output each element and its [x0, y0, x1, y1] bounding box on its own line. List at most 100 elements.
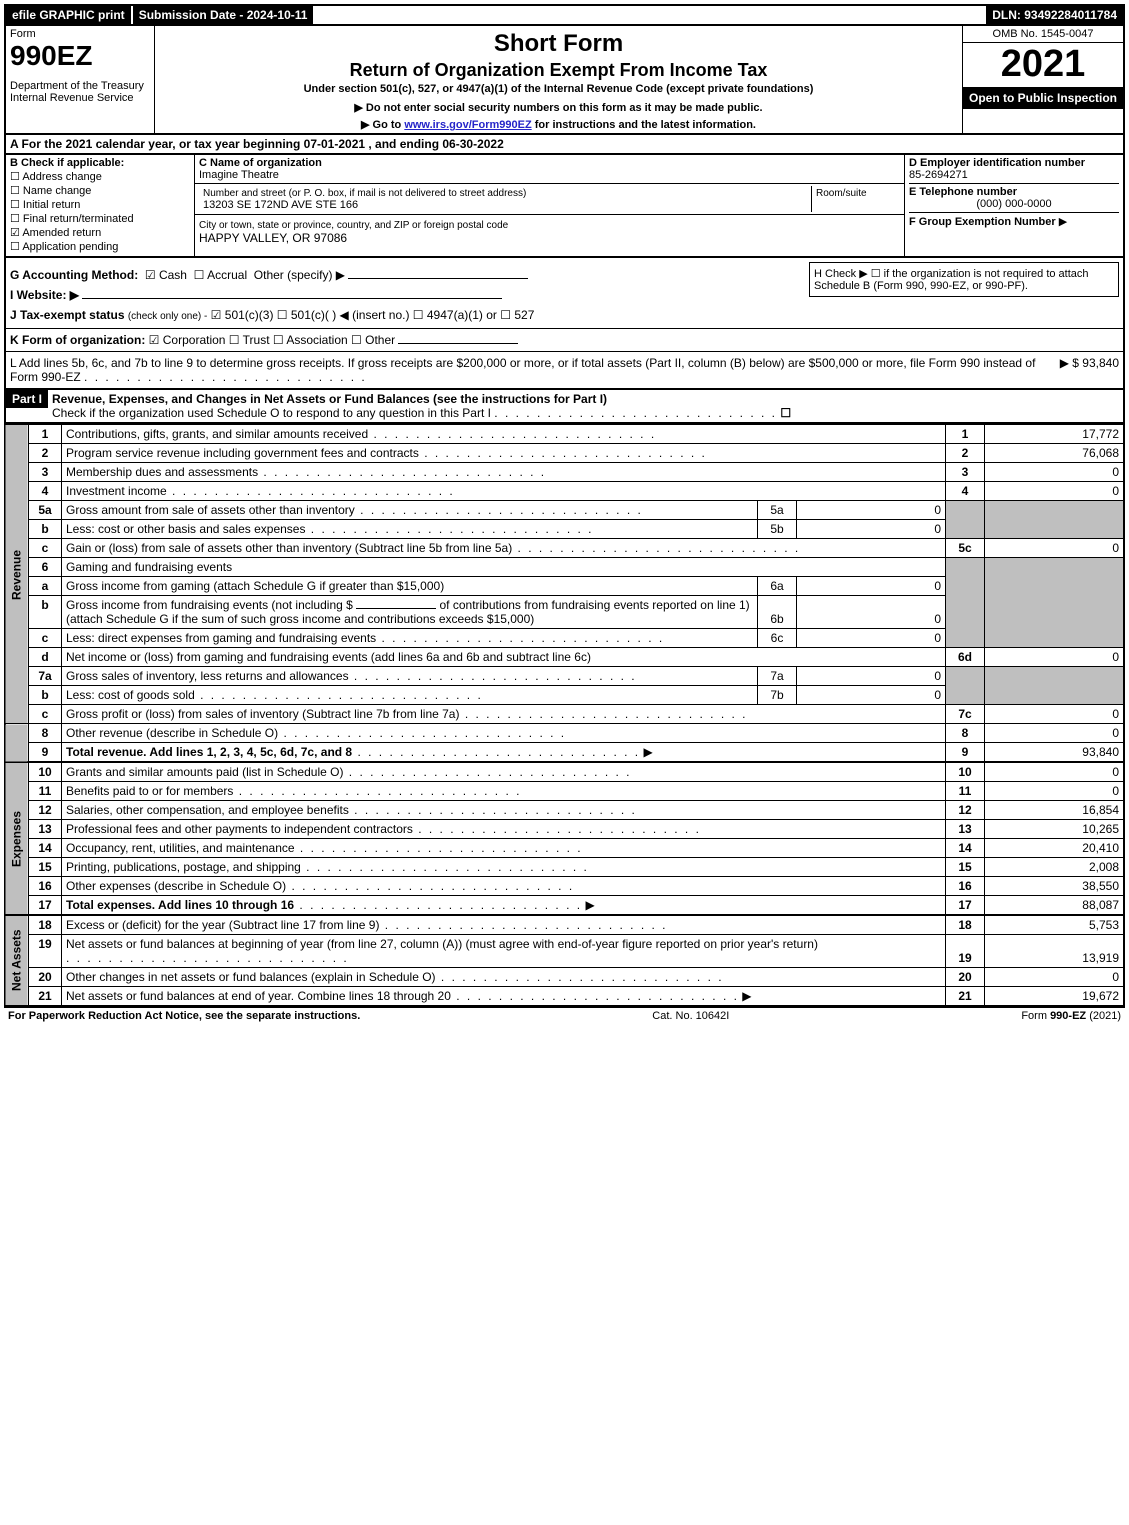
address-value: 13203 SE 172ND AVE STE 166 — [203, 199, 358, 211]
line-ref: 6d — [946, 648, 985, 667]
shaded-cell — [985, 501, 1125, 539]
line-desc: Grants and similar amounts paid (list in… — [66, 765, 343, 779]
efile-print-button[interactable]: efile GRAPHIC print — [6, 6, 131, 24]
checkbox-address-change[interactable]: Address change — [10, 170, 190, 183]
shaded-cell — [985, 558, 1125, 648]
section-def: D Employer identification number 85-2694… — [904, 155, 1123, 256]
city-value: HAPPY VALLEY, OR 97086 — [199, 231, 347, 245]
line-desc: Gain or (loss) from sale of assets other… — [66, 541, 512, 555]
footer-left: For Paperwork Reduction Act Notice, see … — [8, 1010, 360, 1022]
section-c: C Name of organization Imagine Theatre N… — [195, 155, 904, 256]
section-a-tax-year: A For the 2021 calendar year, or tax yea… — [4, 135, 1125, 155]
gross-receipts-value: $ 93,840 — [1072, 356, 1119, 370]
line-num: 8 — [29, 724, 62, 743]
line-ref: 15 — [946, 858, 985, 877]
line-ref: 14 — [946, 839, 985, 858]
line-ref: 9 — [946, 743, 985, 763]
line-num: 21 — [29, 987, 62, 1007]
line-value: 2,008 — [985, 858, 1125, 877]
omb-number: OMB No. 1545-0047 — [963, 26, 1123, 43]
line-desc: Contributions, gifts, grants, and simila… — [66, 427, 368, 441]
checkbox-initial-return[interactable]: Initial return — [10, 198, 190, 211]
line-desc: Net income or (loss) from gaming and fun… — [66, 650, 591, 664]
line-value: 38,550 — [985, 877, 1125, 896]
line-desc: Less: cost or other basis and sales expe… — [66, 522, 305, 536]
short-form-title: Short Form — [157, 30, 960, 58]
line-num: 19 — [29, 935, 62, 968]
line-num: 4 — [29, 482, 62, 501]
other-option[interactable]: Other (specify) — [254, 268, 333, 282]
line-ref: 19 — [946, 935, 985, 968]
netassets-side-label: Net Assets — [5, 915, 29, 1006]
irs-link[interactable]: www.irs.gov/Form990EZ — [404, 119, 531, 131]
inner-value: 0 — [797, 520, 946, 539]
line-num: 10 — [29, 762, 62, 782]
line-num: c — [29, 705, 62, 724]
line-desc: Investment income — [66, 484, 167, 498]
inner-value: 0 — [797, 501, 946, 520]
line-num: d — [29, 648, 62, 667]
line-desc: Other changes in net assets or fund bala… — [66, 970, 436, 984]
part-1-label: Part I — [6, 390, 48, 408]
line-num: 14 — [29, 839, 62, 858]
ein-value: 85-2694271 — [909, 169, 968, 181]
main-table: Revenue 1 Contributions, gifts, grants, … — [4, 424, 1125, 1007]
org-name: Imagine Theatre — [199, 169, 279, 181]
line-desc: Less: cost of goods sold — [66, 688, 195, 702]
line-desc: Program service revenue including govern… — [66, 446, 419, 460]
shaded-cell — [946, 667, 985, 705]
line-num: 15 — [29, 858, 62, 877]
line-desc: Gross amount from sale of assets other t… — [66, 503, 355, 517]
accrual-option[interactable]: Accrual — [207, 268, 247, 282]
inner-value: 0 — [797, 577, 946, 596]
org-name-label: C Name of organization — [199, 157, 322, 169]
line-desc: Other revenue (describe in Schedule O) — [66, 726, 278, 740]
line-desc: Gross profit or (loss) from sales of inv… — [66, 707, 459, 721]
revenue-side-label-cont — [5, 724, 29, 763]
tax-exempt-options[interactable]: ☑ 501(c)(3) ☐ 501(c)( ) ◀ (insert no.) ☐… — [211, 308, 535, 322]
checkbox-application-pending[interactable]: Application pending — [10, 240, 190, 253]
sections-ghijkl: H Check ▶ ☐ if the organization is not r… — [4, 258, 1125, 390]
line-ref: 13 — [946, 820, 985, 839]
line-num: 5a — [29, 501, 62, 520]
line-ref: 7c — [946, 705, 985, 724]
shaded-cell — [946, 501, 985, 539]
inner-ref: 5a — [758, 501, 797, 520]
ein-label: D Employer identification number — [909, 157, 1085, 169]
line-value: 0 — [985, 539, 1125, 558]
checkbox-amended-return[interactable]: Amended return — [10, 226, 190, 239]
line-desc: Professional fees and other payments to … — [66, 822, 413, 836]
header-left-block: Form 990EZ Department of the Treasury In… — [6, 26, 155, 133]
return-title: Return of Organization Exempt From Incom… — [157, 60, 960, 81]
part-1-checkbox[interactable]: ☐ — [780, 406, 791, 420]
line-value: 16,854 — [985, 801, 1125, 820]
org-name-block: C Name of organization Imagine Theatre — [195, 155, 904, 184]
line-ref: 17 — [946, 896, 985, 916]
section-j: J Tax-exempt status (check only one) - ☑… — [10, 308, 1119, 322]
line-desc: Salaries, other compensation, and employ… — [66, 803, 349, 817]
line-ref: 10 — [946, 762, 985, 782]
line-num: b — [29, 596, 62, 629]
city-label: City or town, state or province, country… — [199, 220, 508, 231]
checkbox-final-return[interactable]: Final return/terminated — [10, 212, 190, 225]
line-ref: 12 — [946, 801, 985, 820]
line-desc: Total expenses. Add lines 10 through 16 — [66, 898, 294, 912]
line-num: 12 — [29, 801, 62, 820]
ssn-note: Do not enter social security numbers on … — [157, 101, 960, 114]
form-of-org-options[interactable]: ☑ Corporation ☐ Trust ☐ Association ☐ Ot… — [149, 333, 395, 347]
footer-right: Form 990-EZ (2021) — [1021, 1010, 1121, 1022]
cash-option[interactable]: Cash — [159, 268, 187, 282]
line-num: 13 — [29, 820, 62, 839]
info-grid: B Check if applicable: Address change Na… — [4, 155, 1125, 258]
inner-value: 0 — [797, 686, 946, 705]
line-value: 0 — [985, 648, 1125, 667]
checkbox-name-change[interactable]: Name change — [10, 184, 190, 197]
city-block: City or town, state or province, country… — [195, 215, 904, 247]
line-value: 0 — [985, 762, 1125, 782]
inner-ref: 6a — [758, 577, 797, 596]
form-label: Form — [10, 28, 150, 40]
line-num: b — [29, 520, 62, 539]
line-num: 17 — [29, 896, 62, 916]
line-desc: Gross income from fundraising events (no… — [66, 598, 353, 612]
line-desc: Gross sales of inventory, less returns a… — [66, 669, 349, 683]
